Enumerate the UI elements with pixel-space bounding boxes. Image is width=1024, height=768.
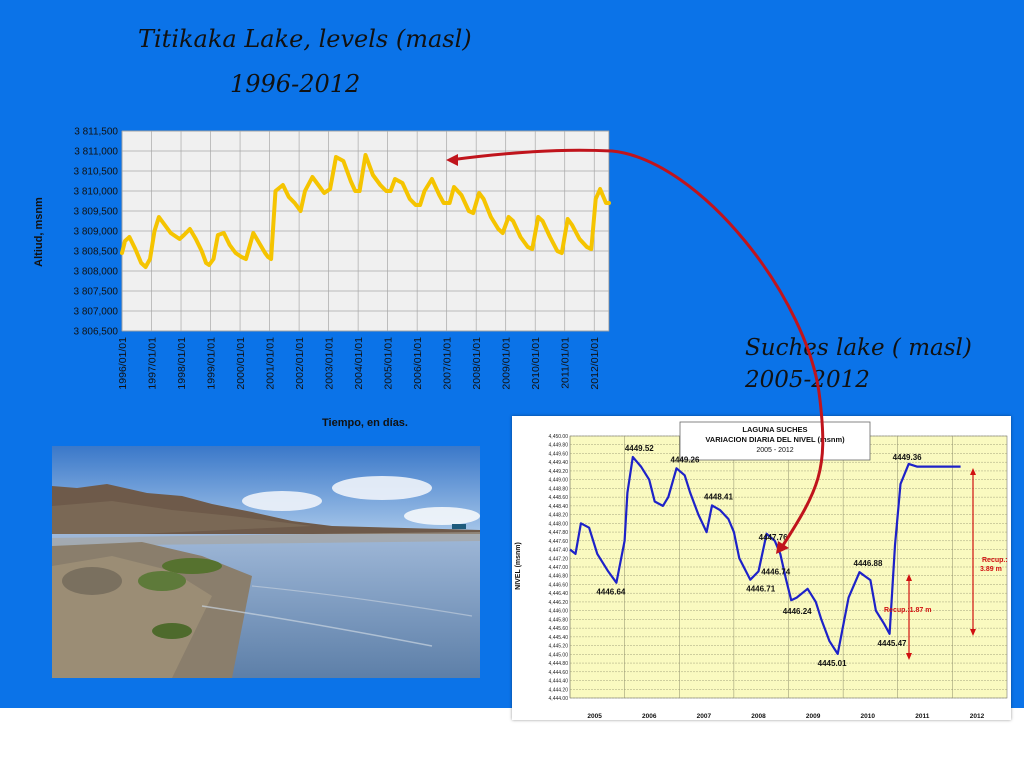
- titikaka-y-tick-label: 3 808,500: [74, 247, 119, 258]
- recovery-arrowhead-2011-bottom: [906, 653, 912, 660]
- suches-y-tick-label: 4,444.00: [549, 696, 569, 702]
- titikaka-x-tick-label: 2001/01/01: [265, 337, 277, 390]
- titikaka-title: Titikaka Lake, levels (masl): [138, 25, 472, 53]
- suches-y-tick-label: 4,449.80: [549, 443, 569, 449]
- suches-y-tick-label: 4,447.80: [549, 530, 569, 536]
- titikaka-y-tick-label: 3 809,500: [74, 207, 119, 218]
- titikaka-y-tick-label: 3 806,500: [74, 327, 119, 338]
- suches-y-tick-label: 4,445.80: [549, 617, 569, 623]
- titikaka-x-tick-label: 2010/01/01: [530, 337, 542, 390]
- lake-photo: [52, 446, 480, 678]
- titikaka-y-axis-label: Altiud, msnm: [33, 197, 45, 267]
- suches-data-label: 4446.24: [783, 607, 812, 616]
- suches-chart-title: LAGUNA SUCHES: [742, 425, 807, 434]
- titikaka-x-tick-label: 2002/01/01: [294, 337, 306, 390]
- suches-y-tick-label: 4,446.20: [549, 600, 569, 606]
- suches-y-tick-label: 4,448.00: [549, 521, 569, 527]
- titikaka-y-tick-label: 3 811,000: [74, 147, 118, 158]
- suches-data-label: 4445.47: [878, 639, 907, 648]
- suches-y-tick-label: 4,448.40: [549, 504, 569, 510]
- suches-data-label: 4446.74: [761, 567, 790, 576]
- suches-y-tick-label: 4,444.80: [549, 661, 569, 667]
- titikaka-y-tick-label: 3 807,000: [74, 307, 119, 318]
- recovery-arrowhead-2012-bottom: [970, 629, 976, 636]
- suches-y-tick-label: 4,447.40: [549, 548, 569, 554]
- titikaka-x-tick-label: 2004/01/01: [353, 337, 365, 390]
- suches-y-tick-label: 4,446.40: [549, 591, 569, 597]
- suches-y-axis-label: NIVEL (msnm): [515, 542, 522, 590]
- titikaka-x-tick-label: 1999/01/01: [206, 337, 218, 390]
- suches-y-tick-label: 4,449.00: [549, 478, 569, 484]
- suches-data-label: 4446.64: [596, 588, 625, 597]
- suches-y-tick-label: 4,445.40: [549, 635, 569, 641]
- suches-x-year-label: 2009: [806, 713, 821, 720]
- suches-y-tick-label: 4,445.60: [549, 626, 569, 632]
- suches-y-tick-label: 4,444.60: [549, 670, 569, 676]
- suches-chart: 4,450.00 4,449.80 4,449.60 4,449.40 4,449.20…: [515, 418, 1011, 720]
- titikaka-x-tick-label: 2007/01/01: [442, 337, 454, 390]
- suches-chart-years: 2005 - 2012: [756, 447, 793, 454]
- suches-y-tick-label: 4,446.60: [549, 582, 569, 588]
- recovery-arrowhead-2011: [906, 574, 912, 581]
- titikaka-y-tick-label: 3 810,500: [74, 167, 119, 178]
- suches-y-tick-label: 4,446.00: [549, 609, 569, 615]
- suches-y-tick-label: 4,445.20: [549, 644, 569, 650]
- suches-data-label: 4449.36: [893, 453, 922, 462]
- titikaka-x-tick-label: 2003/01/01: [324, 337, 336, 390]
- titikaka-x-axis-label: Tiempo, en días.: [322, 417, 408, 429]
- suches-data-label: 4449.26: [671, 455, 700, 464]
- titikaka-x-tick-label: 1996/01/01: [117, 337, 129, 390]
- suches-y-tick-label: 4,447.20: [549, 556, 569, 562]
- suches-y-tick-label: 4,445.00: [549, 652, 569, 658]
- titikaka-x-tick-label: 2012/01/01: [589, 337, 601, 390]
- suches-chart-panel: 4,450.00 4,449.80 4,449.60 4,449.40 4,449.20…: [512, 416, 1011, 720]
- recovery-label-2011: Recup.:1.87 m: [884, 607, 931, 614]
- suches-data-label: 4446.88: [854, 559, 883, 568]
- suches-y-tick-label: 4,450.00: [549, 434, 569, 440]
- titikaka-y-tick-label: 3 808,000: [74, 267, 119, 278]
- suches-x-year-label: 2007: [697, 713, 712, 720]
- recovery-label-2012-b: 3.89 m: [980, 566, 1002, 573]
- suches-y-tick-label: 4,444.20: [549, 687, 569, 693]
- suches-x-year-label: 2006: [642, 713, 657, 720]
- titikaka-x-tick-label: 1998/01/01: [176, 337, 188, 390]
- suches-y-tick-label: 4,449.60: [549, 451, 569, 457]
- suches-y-tick-label: 4,448.80: [549, 486, 569, 492]
- suches-x-year-label: 2008: [751, 713, 766, 720]
- titikaka-x-tick-label: 2006/01/01: [412, 337, 424, 390]
- titikaka-y-tick-label: 3 810,000: [74, 187, 119, 198]
- suches-y-tick-label: 4,444.40: [549, 679, 569, 685]
- titikaka-x-tick-label: 2000/01/01: [235, 337, 247, 390]
- suches-y-tick-label: 4,447.60: [549, 539, 569, 545]
- suches-y-tick-label: 4,447.00: [549, 565, 569, 571]
- titikaka-x-tick-label: 2011/01/01: [560, 337, 572, 389]
- titikaka-x-tick-label: 2008/01/01: [471, 337, 483, 390]
- suches-y-tick-label: 4,449.40: [549, 460, 569, 466]
- suches-x-year-label: 2005: [587, 713, 602, 720]
- suches-y-tick-label: 4,446.80: [549, 574, 569, 580]
- titikaka-y-tick-label: 3 807,500: [74, 287, 119, 298]
- suches-x-year-label: 2010: [860, 713, 875, 720]
- titikaka-y-tick-label: 3 811,500: [74, 127, 118, 138]
- suches-x-year-label: 2012: [970, 713, 985, 720]
- suches-data-label: 4446.71: [746, 585, 775, 594]
- suches-y-tick-label: 4,448.20: [549, 513, 569, 519]
- recovery-arrowhead-2012: [970, 468, 976, 475]
- suches-data-label: 4448.41: [704, 492, 733, 501]
- titikaka-y-tick-label: 3 809,000: [74, 227, 119, 238]
- suches-x-year-label: 2011: [915, 713, 929, 720]
- suches-data-label: 4447.76: [759, 533, 788, 542]
- suches-chart-subtitle: VARIACION DIARIA DEL NIVEL (msnm): [705, 435, 845, 444]
- suches-data-label: 4449.52: [625, 444, 654, 453]
- recovery-label-2012-a: Recup.:: [982, 557, 1008, 564]
- suches-y-tick-label: 4,449.20: [549, 469, 569, 475]
- titikaka-x-tick-label: 1997/01/01: [147, 337, 159, 390]
- titikaka-x-tick-label: 2005/01/01: [383, 337, 395, 390]
- suches-y-tick-label: 4,448.60: [549, 495, 569, 501]
- suches-data-label: 4445.01: [818, 659, 847, 668]
- titikaka-x-tick-label: 2009/01/01: [501, 337, 513, 390]
- titikaka-years: 1996-2012: [230, 70, 361, 98]
